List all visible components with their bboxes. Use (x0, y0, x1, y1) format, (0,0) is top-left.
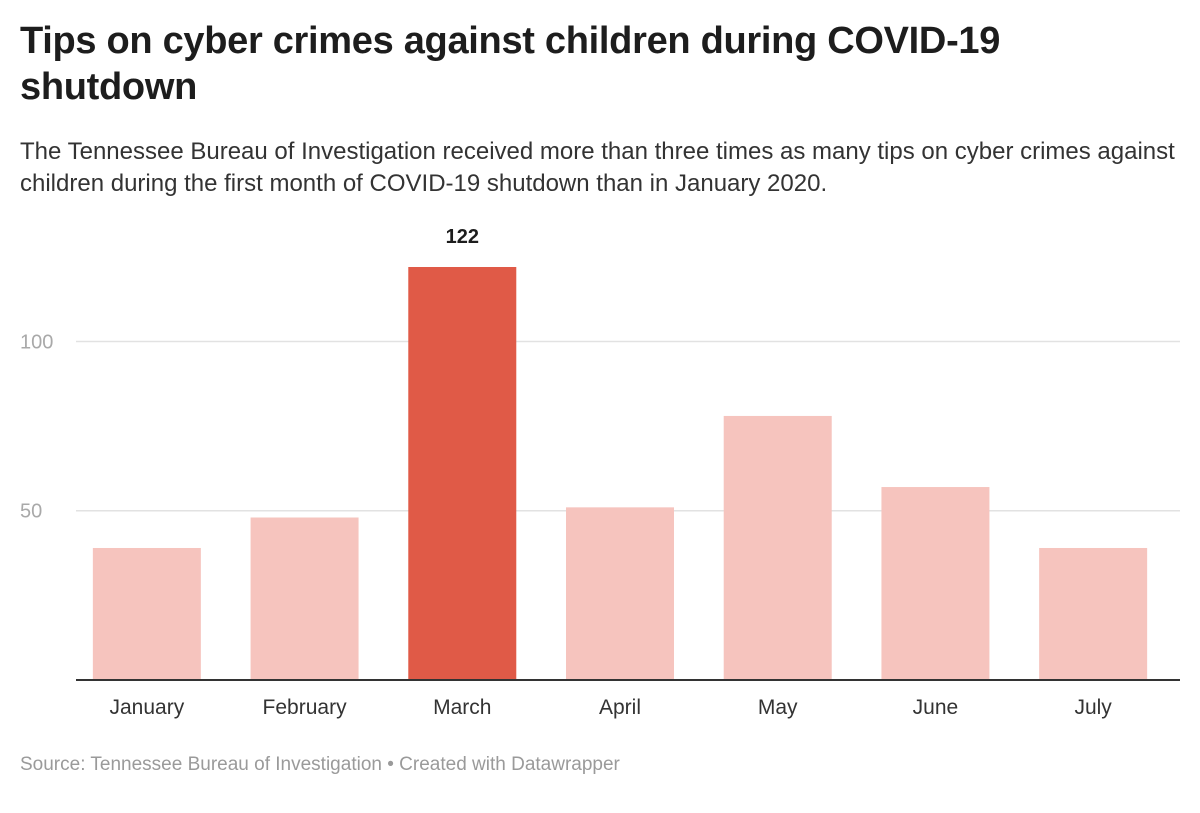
source-note: Source: Tennessee Bureau of Investigatio… (20, 754, 382, 775)
x-tick-label: January (109, 696, 184, 719)
bar-june (881, 487, 990, 680)
x-tick-label: May (758, 696, 798, 719)
chart-title: Tips on cyber crimes against children du… (20, 20, 1001, 108)
bar-july (1039, 547, 1148, 680)
x-tick-label: April (599, 696, 641, 719)
y-tick-label: 50 (20, 501, 42, 523)
bar-march (408, 267, 517, 680)
x-tick-label: June (913, 696, 959, 719)
bar-january (92, 547, 201, 680)
bar-february (250, 517, 359, 680)
footer: Source: Tennessee Bureau of Investigatio… (20, 752, 620, 778)
bar-april (566, 507, 674, 680)
labels: January February March April May June July 122 (109, 226, 1112, 719)
bars (76, 267, 1180, 681)
bar-chart: 50 100 January February March April May June Ju… (20, 226, 1180, 719)
y-tick-label: 100 (20, 331, 53, 353)
bar-may (723, 415, 832, 680)
credit-note: Created with Datawrapper (399, 754, 620, 775)
x-tick-label: February (263, 696, 348, 719)
gridlines: 50 100 (20, 331, 1180, 523)
x-tick-label: March (433, 696, 491, 719)
x-tick-label: July (1074, 696, 1112, 719)
chart-subtitle: The Tennessee Bureau of Investigation re… (20, 138, 1175, 197)
footer-separator: • (387, 754, 394, 775)
data-label: 122 (446, 226, 479, 248)
